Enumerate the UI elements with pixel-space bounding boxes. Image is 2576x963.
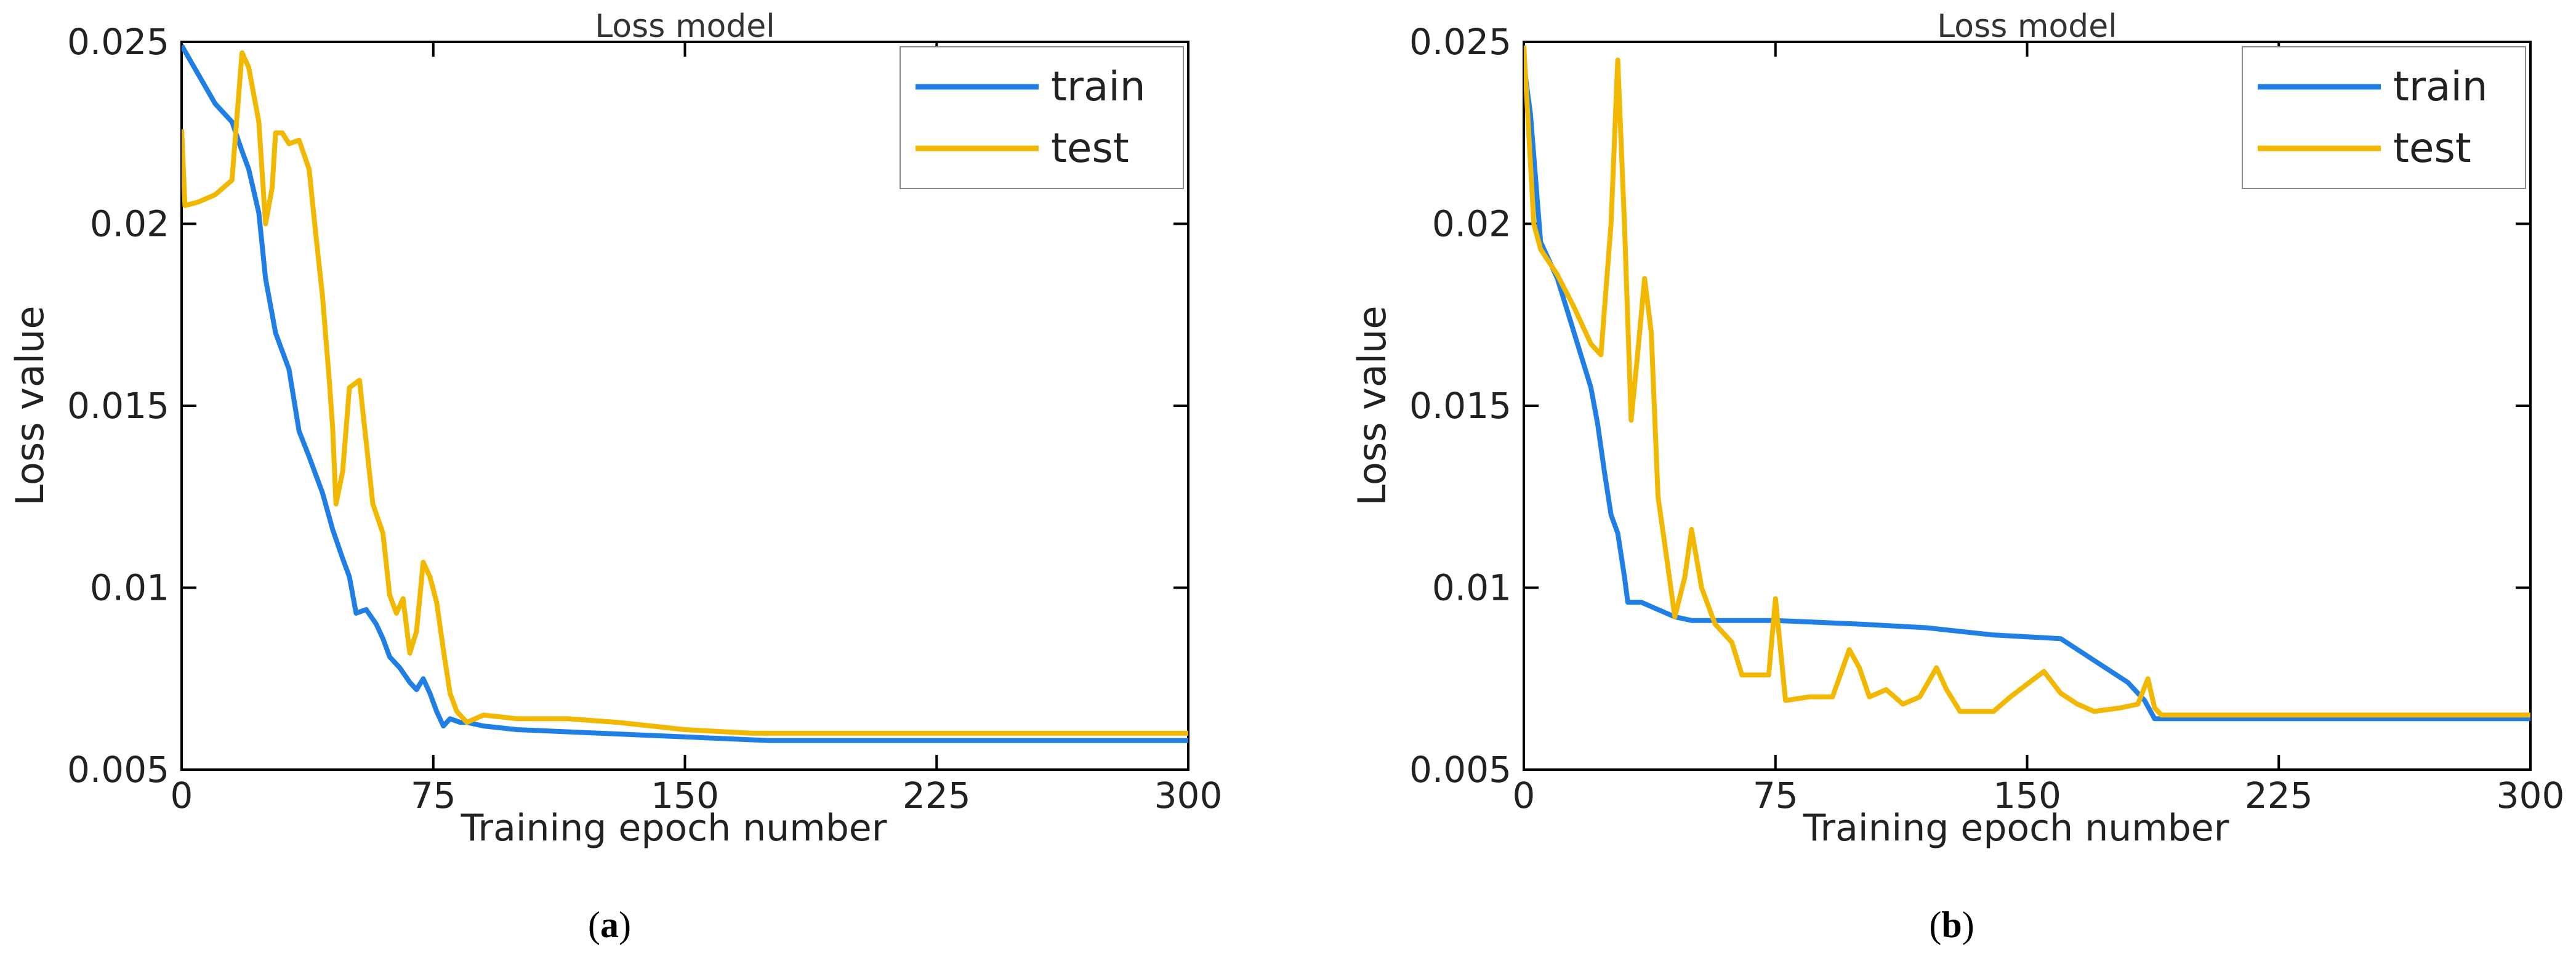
chart-0-y-axis-label: Loss value: [7, 305, 52, 506]
chart-panel-a: 0 75 150 225 300 0.005 0.01 0.015 0.02 0.025 Loss …: [7, 8, 1222, 850]
chart-0-y-tick-label: 0.005: [67, 749, 169, 791]
chart-1-x-tick-label: 75: [1753, 775, 1798, 816]
chart-0-x-tick-label: 0: [171, 775, 193, 816]
chart-1-y-tick-label: 0.005: [1409, 749, 1511, 791]
chart-1-x-tick-label: 300: [2497, 775, 2565, 816]
chart-1-y-tick-label: 0.015: [1409, 385, 1511, 427]
chart-0-y-tick-label: 0.015: [67, 385, 169, 427]
chart-0-x-tick-label: 75: [411, 775, 456, 816]
chart-1-x-tick-label: 0: [1513, 775, 1536, 816]
chart-0-x-axis-label: Training epoch number: [461, 807, 887, 850]
chart-0-series-line-train: [182, 44, 1188, 743]
chart-0-title: Loss model: [595, 8, 775, 45]
chart-1-y-tick-label: 0.02: [1432, 203, 1511, 245]
chart-1-y-tick-label: 0.01: [1432, 567, 1511, 609]
chart-0-series-line-test: [182, 50, 1188, 736]
chart-0-x-tick-label: 150: [651, 775, 719, 816]
chart-1-x-axis-label: Training epoch number: [1803, 807, 2229, 850]
chart-0-legend-label-test: test: [1051, 124, 1129, 172]
chart-0-legend-label-train: train: [1051, 63, 1146, 110]
chart-1-y-axis-label: Loss value: [1350, 305, 1395, 506]
chart-panel-b: 0 75 150 225 300 0.005 0.01 0.015 0.02 0.025 Loss …: [1350, 8, 2564, 850]
chart-0-x-tick-label: 225: [903, 775, 971, 816]
chart-1-legend-label-train: train: [2393, 63, 2488, 110]
chart-1-x-tick-label: 225: [2245, 775, 2313, 816]
panel-label-a: (a): [588, 905, 631, 945]
panel-label-a-letter: a: [600, 905, 619, 945]
chart-1-series-line-test: [1524, 45, 2530, 718]
chart-1-x-tick-label: 150: [1993, 775, 2061, 816]
chart-0-y-tick-label: 0.025: [67, 21, 169, 63]
chart-1-legend-label-test: test: [2393, 124, 2471, 172]
chart-1-series-line-train: [1524, 63, 2530, 722]
panel-label-b-letter: b: [1941, 905, 1962, 945]
chart-1-title: Loss model: [1937, 8, 2117, 45]
chart-0-y-tick-label: 0.02: [90, 203, 169, 245]
chart-0-legend-box: [900, 46, 1184, 189]
chart-0-y-tick-label: 0.01: [90, 567, 169, 609]
panel-label-b: (b): [1929, 905, 1974, 945]
chart-0-x-tick-label: 300: [1154, 775, 1223, 816]
chart-1-legend-box: [2242, 46, 2526, 189]
chart-1-y-tick-label: 0.025: [1409, 21, 1511, 63]
